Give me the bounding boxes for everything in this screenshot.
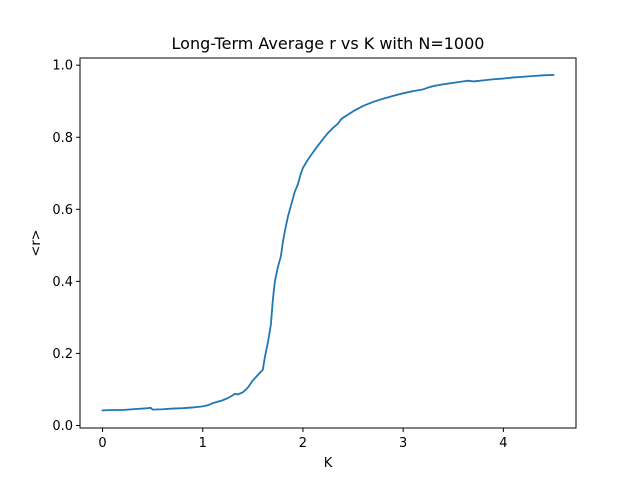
y-tick-label: 0.2	[52, 347, 73, 362]
x-tick-label: 3	[399, 436, 407, 451]
y-tick-label: 0.0	[52, 419, 73, 434]
y-tick-label: 0.8	[52, 131, 73, 146]
x-tick-label: 2	[299, 436, 307, 451]
y-ticks: 0.0 0.2 0.4 0.6 0.8 1.0	[52, 59, 80, 434]
plot-area	[101, 73, 555, 412]
x-tick-label: 4	[499, 436, 507, 451]
x-ticks: 0 1 2 3 4	[98, 428, 507, 451]
y-tick-label: 0.6	[52, 203, 73, 218]
series-line	[101, 73, 555, 412]
y-axis-label: <r>	[29, 229, 44, 256]
y-tick-label: 1.0	[52, 59, 73, 74]
y-tick-label: 0.4	[52, 275, 73, 290]
x-tick-label: 0	[98, 436, 106, 451]
axes-frame	[79, 57, 577, 429]
x-tick-label: 1	[199, 436, 207, 451]
x-axis-label: K	[324, 456, 333, 471]
chart-title: Long-Term Average r vs K with N=1000	[172, 34, 485, 53]
